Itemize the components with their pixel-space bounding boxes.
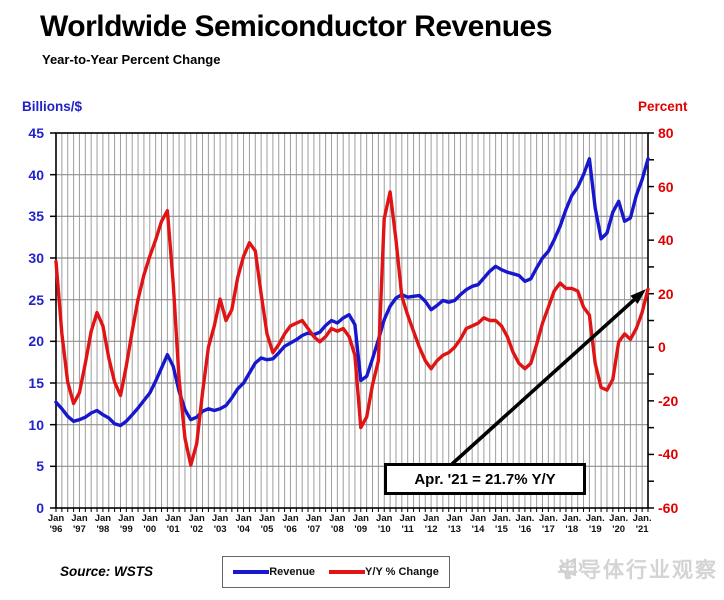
right-axis-tick-label: 0 [658, 339, 666, 356]
right-axis-tick-label: 60 [658, 178, 674, 195]
right-axis-title: Percent [638, 99, 688, 114]
watermark-text: 半导体行业观察 [557, 559, 718, 582]
plot-border [55, 132, 649, 509]
x-axis-tick-label: Jan '00 [141, 513, 158, 535]
left-axis-tick-label: 20 [28, 333, 44, 350]
page-title: Worldwide Semiconductor Revenues [40, 10, 552, 43]
right-axis-tick-label: 20 [658, 285, 674, 302]
x-axis-tick-label: Jan '05 [258, 513, 276, 535]
left-axis-tick-label: 30 [28, 250, 44, 266]
right-axis-tick-label: -20 [658, 392, 679, 409]
left-axis-tick-label: 5 [36, 458, 44, 475]
annotation-callout: Apr. '21 = 21.7% Y/Y [384, 463, 586, 495]
left-axis-tick-label: 15 [28, 375, 44, 391]
x-axis-tick-label: Jan '97 [71, 513, 88, 535]
left-axis-tick-label: 10 [28, 416, 44, 433]
x-axis-tick-label: Jan '08 [329, 513, 346, 535]
x-axis-tick-label: Jan '14 [469, 513, 487, 535]
x-axis-tick-label: Jan '99 [118, 513, 135, 535]
x-axis-tick-label: Jan '04 [235, 513, 252, 535]
megaphone-icon [560, 558, 583, 579]
x-axis-tick-label: Jan. '19 [585, 513, 605, 535]
annotation-text: Apr. '21 = 21.7% Y/Y [414, 470, 556, 488]
left-axis-tick-label: 35 [28, 208, 44, 225]
source-label: Source: WSTS [60, 564, 154, 579]
x-axis-tick-label: Jan '10 [376, 513, 393, 535]
yoy-change-line [54, 190, 650, 467]
revenue-line-swatch [233, 570, 270, 574]
x-axis-tick-label: Jan. '16 [515, 513, 535, 535]
annotation-arrowhead [630, 289, 646, 304]
x-axis-tick-label: Jan. '17 [538, 513, 558, 535]
x-axis-tick-label: Jan '96 [47, 513, 65, 535]
right-axis-tick-label: -40 [658, 446, 679, 463]
annotation-arrow [450, 295, 639, 466]
x-axis-tick-label: Jan '01 [165, 513, 182, 535]
x-axis-tick-label: Jan '11 [399, 513, 416, 535]
left-axis-tick-label: 0 [36, 500, 44, 516]
x-axis-tick-label: Jan. '18 [562, 513, 582, 535]
watermark: 半导体行业观察 [557, 554, 718, 584]
left-axis-tick-label: 25 [28, 291, 44, 308]
x-axis-tick-label: Jan '06 [282, 513, 299, 535]
left-axis-tick-label: 45 [28, 125, 44, 141]
right-axis-tick-label: -60 [658, 500, 679, 516]
x-axis-tick-label: Jan '12 [422, 513, 440, 535]
page-subtitle: Year-to-Year Percent Change [42, 52, 221, 67]
x-axis-tick-label: Jan '09 [352, 513, 369, 535]
yoy-line-swatch [329, 570, 366, 574]
x-axis-tick-label: Jan '02 [188, 513, 205, 535]
left-axis-title: Billions/$ [22, 99, 83, 114]
x-axis-tick-label: Jan. '15 [491, 513, 511, 535]
x-axis-tick-label: Jan '98 [94, 513, 112, 535]
x-axis-tick-label: Jan '03 [211, 513, 229, 535]
left-axis-tick-label: 40 [28, 166, 44, 183]
x-axis-tick-label: Jan '13 [446, 513, 463, 535]
legend-label-yoy: Y/Y % Change [365, 566, 439, 578]
legend-item-yoy: Y/Y % Change [329, 566, 439, 578]
x-axis-tick-label: Jan '07 [305, 513, 323, 535]
revenue-line [54, 157, 650, 428]
legend: Revenue Y/Y % Change [222, 556, 450, 588]
x-axis-tick-label: Jan. '20 [609, 513, 629, 535]
x-axis-tick-label: Jan. '21 [632, 513, 652, 535]
right-axis-tick-label: 40 [658, 232, 674, 249]
legend-item-revenue: Revenue [233, 566, 315, 578]
right-axis-tick-label: 80 [658, 125, 674, 141]
legend-label-revenue: Revenue [269, 566, 316, 578]
